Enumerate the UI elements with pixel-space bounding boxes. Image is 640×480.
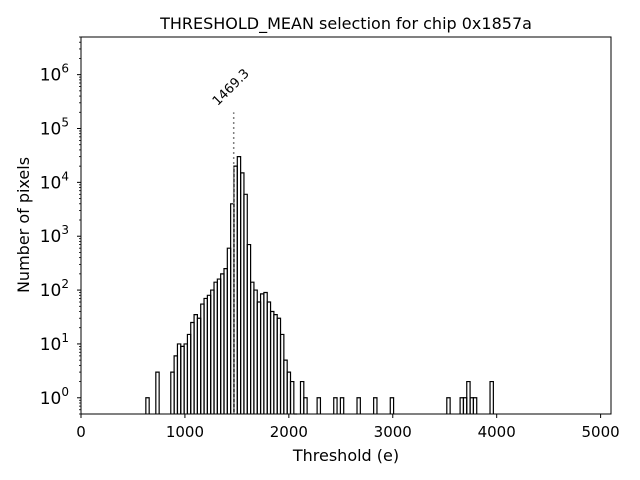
x-axis-ticks: 0 1000 2000 3000 4000 5000 <box>76 414 620 441</box>
x-tick-label: 3000 <box>374 423 412 441</box>
plot-frame <box>80 36 612 415</box>
y-axis-ticks: 100 101 102 103 104 105 106 <box>40 36 81 415</box>
y-tick-label: 100 <box>40 385 69 409</box>
x-tick-label: 1000 <box>166 423 204 441</box>
y-tick-label: 102 <box>40 277 69 301</box>
histogram-bin-54 <box>489 380 494 414</box>
y-axis-label: Number of pixels <box>14 157 33 293</box>
x-tick-label: 4000 <box>478 423 516 441</box>
histogram-bin-53 <box>472 397 478 414</box>
chart-title: THRESHOLD_MEAN selection for chip 0x1857… <box>159 14 532 34</box>
histogram-bin-48 <box>446 397 451 414</box>
y-tick-label: 104 <box>40 169 69 193</box>
histogram-bin-47 <box>389 397 395 414</box>
histogram-bin-46 <box>373 397 378 414</box>
histogram-bin-1 <box>155 371 160 414</box>
x-tick-label: 2000 <box>270 423 308 441</box>
y-tick-label: 101 <box>40 331 69 355</box>
histogram-bin-44 <box>339 397 345 414</box>
x-tick-label: 5000 <box>582 423 620 441</box>
histogram-bin-45 <box>356 397 361 414</box>
y-tick-label: 106 <box>40 62 69 86</box>
y-tick-label: 105 <box>40 116 69 140</box>
histogram-bin-43 <box>333 397 338 414</box>
histogram-bin-42 <box>316 397 322 414</box>
histogram-bin-38 <box>289 380 295 414</box>
histogram-bin-41 <box>303 397 308 414</box>
y-tick-label: 103 <box>40 223 69 247</box>
histogram-bin-0 <box>145 397 150 414</box>
histogram-bars <box>145 156 494 415</box>
x-tick-label: 0 <box>76 423 86 441</box>
x-axis-label: Threshold (e) <box>292 446 399 465</box>
